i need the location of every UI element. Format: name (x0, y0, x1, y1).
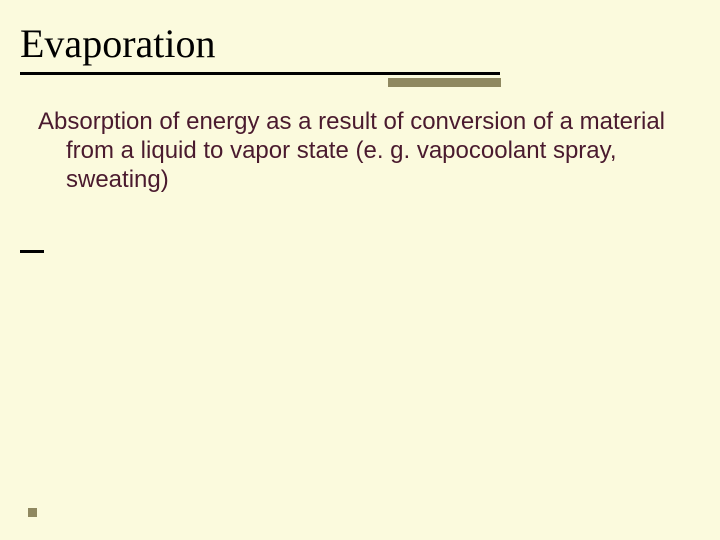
left-decorative-bar (20, 250, 44, 253)
slide-title: Evaporation (20, 22, 216, 66)
body-area: Absorption of energy as a result of conv… (38, 108, 678, 194)
bottom-decorative-square (28, 508, 37, 517)
slide-body-text: Absorption of energy as a result of conv… (66, 108, 678, 194)
title-area: Evaporation (20, 22, 216, 66)
slide: Evaporation Absorption of energy as a re… (0, 0, 720, 540)
title-underline (20, 72, 500, 75)
title-accent-bar (388, 78, 501, 87)
